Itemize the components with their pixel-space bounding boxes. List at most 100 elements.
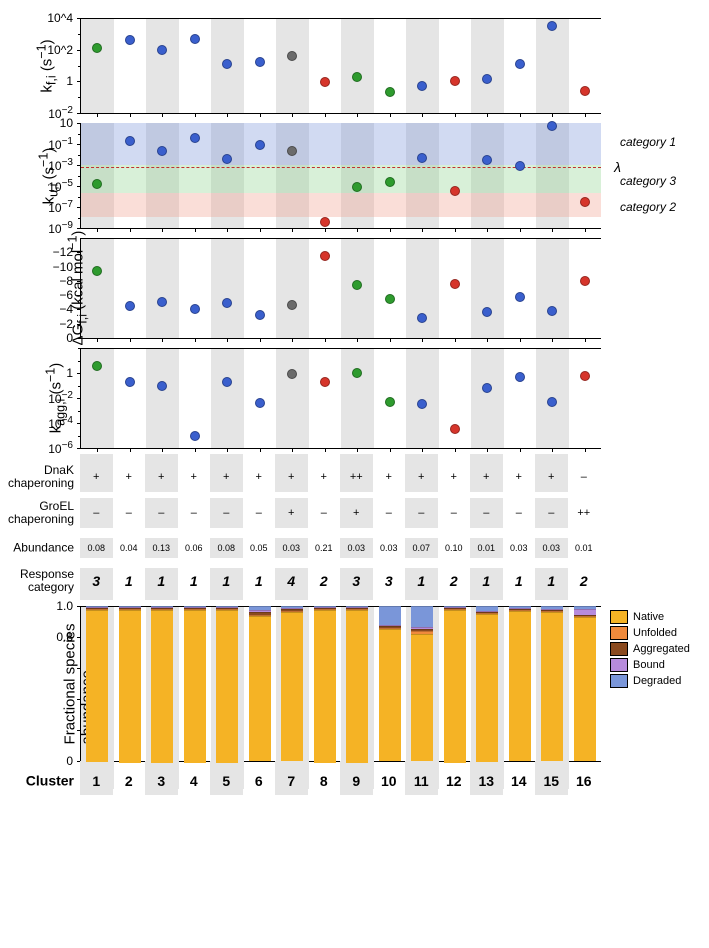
legend-swatch	[610, 674, 628, 688]
bar-stack	[476, 606, 498, 761]
data-point	[450, 76, 460, 86]
data-point	[385, 294, 395, 304]
datum: –	[256, 507, 262, 519]
datum: 0.05	[250, 543, 268, 553]
data-point	[320, 217, 330, 227]
data-point	[482, 383, 492, 393]
data-point	[157, 381, 167, 391]
datum: 0.06	[185, 543, 203, 553]
legend-label: Bound	[633, 659, 665, 671]
cluster-number: 11	[414, 773, 429, 789]
datum: –	[451, 507, 457, 519]
datum: –	[223, 507, 229, 519]
bar-seg-native	[509, 611, 531, 761]
bar-seg-native	[346, 610, 368, 763]
data-point	[320, 77, 330, 87]
data-point	[157, 146, 167, 156]
data-point	[515, 59, 525, 69]
data-point	[417, 399, 427, 409]
panel-dg: 0−2−4−6−8−10−12 ΔGf,i (kcal mol−1)	[80, 238, 620, 338]
cluster-number: 6	[255, 773, 263, 789]
category-band	[81, 123, 601, 165]
data-point	[287, 146, 297, 156]
bar-stack	[119, 606, 141, 761]
bar-seg-native	[184, 610, 206, 763]
datum: –	[126, 507, 132, 519]
datum: +	[353, 507, 359, 519]
data-point	[190, 133, 200, 143]
datum: –	[516, 507, 522, 519]
data-point	[580, 276, 590, 286]
panel-ku: 10−910−710−510−310−110category 1category…	[80, 123, 620, 228]
stripe-bg	[81, 238, 601, 338]
bar-seg-native	[281, 612, 303, 761]
bar-seg-native	[574, 617, 596, 761]
data-point	[222, 154, 232, 164]
cluster-number: 15	[543, 773, 559, 789]
label-dnak: DnaKchaperoning	[2, 464, 74, 490]
datum: +	[321, 471, 327, 483]
datum: +	[483, 471, 489, 483]
data-point	[515, 292, 525, 302]
bar-seg-native	[151, 610, 173, 763]
row-dnak: ++++++++++++++++– DnaKchaperoning	[80, 462, 620, 492]
bar-seg-native	[119, 610, 141, 763]
data-point	[222, 377, 232, 387]
datum: +	[191, 471, 197, 483]
datum: 0.03	[347, 543, 365, 553]
bar-stack	[86, 606, 108, 761]
figure-root: 10−2110^210^4 kf,i (s−1) 10−910−710−510−…	[0, 0, 709, 805]
cluster-number: 14	[511, 773, 527, 789]
legend-label: Aggregated	[633, 643, 690, 655]
data-point	[580, 86, 590, 96]
data-point	[547, 121, 557, 131]
category-band	[81, 193, 601, 217]
datum: 0.03	[510, 543, 528, 553]
cluster-number: 10	[381, 773, 397, 789]
data-point	[320, 377, 330, 387]
bar-stack	[509, 606, 531, 761]
datum: –	[191, 507, 197, 519]
data-point	[255, 140, 265, 150]
panel-kagg: 10−610−410−21 kagg,i (s−1)	[80, 348, 620, 448]
legend-label: Unfolded	[633, 627, 677, 639]
datum: +	[418, 471, 424, 483]
datum: 4	[287, 573, 295, 589]
data-point	[125, 136, 135, 146]
data-point	[352, 182, 362, 192]
data-point	[255, 398, 265, 408]
data-point	[92, 266, 102, 276]
ylabel-ku: ku,i (s−1)	[36, 147, 60, 204]
row-response: 3111114233121112 Responsecategory	[80, 568, 620, 594]
ytick-label: 1.0	[31, 599, 73, 613]
ytick-label: 10−6	[31, 440, 73, 456]
datum: 0.08	[217, 543, 235, 553]
datum: 0.10	[445, 543, 463, 553]
datum: +	[126, 471, 132, 483]
data-point	[287, 369, 297, 379]
bar-stack	[151, 606, 173, 761]
data-point	[482, 155, 492, 165]
datum: 0.03	[282, 543, 300, 553]
data-point	[287, 51, 297, 61]
label-response: Responsecategory	[2, 568, 74, 594]
bar-stack	[574, 606, 596, 761]
legend-swatch	[610, 626, 628, 640]
bar-seg-native	[314, 610, 336, 763]
bar-stack	[541, 606, 563, 761]
legend-swatch	[610, 642, 628, 656]
bar-stack	[184, 606, 206, 761]
row-abundance: 0.080.040.130.060.080.050.030.210.030.03…	[80, 538, 620, 558]
bar-stack	[444, 606, 466, 761]
datum: 0.04	[120, 543, 138, 553]
datum: ++	[577, 507, 590, 519]
datum: +	[548, 471, 554, 483]
datum: –	[386, 507, 392, 519]
legend-species: NativeUnfoldedAggregatedBoundDegraded	[610, 610, 690, 690]
lambda-label: λ	[614, 159, 621, 175]
data-point	[385, 87, 395, 97]
data-point	[157, 297, 167, 307]
category-label: category 2	[620, 200, 676, 214]
row-groel: ––––––+–+––––––++ GroELchaperoning	[80, 498, 620, 528]
data-point	[125, 377, 135, 387]
